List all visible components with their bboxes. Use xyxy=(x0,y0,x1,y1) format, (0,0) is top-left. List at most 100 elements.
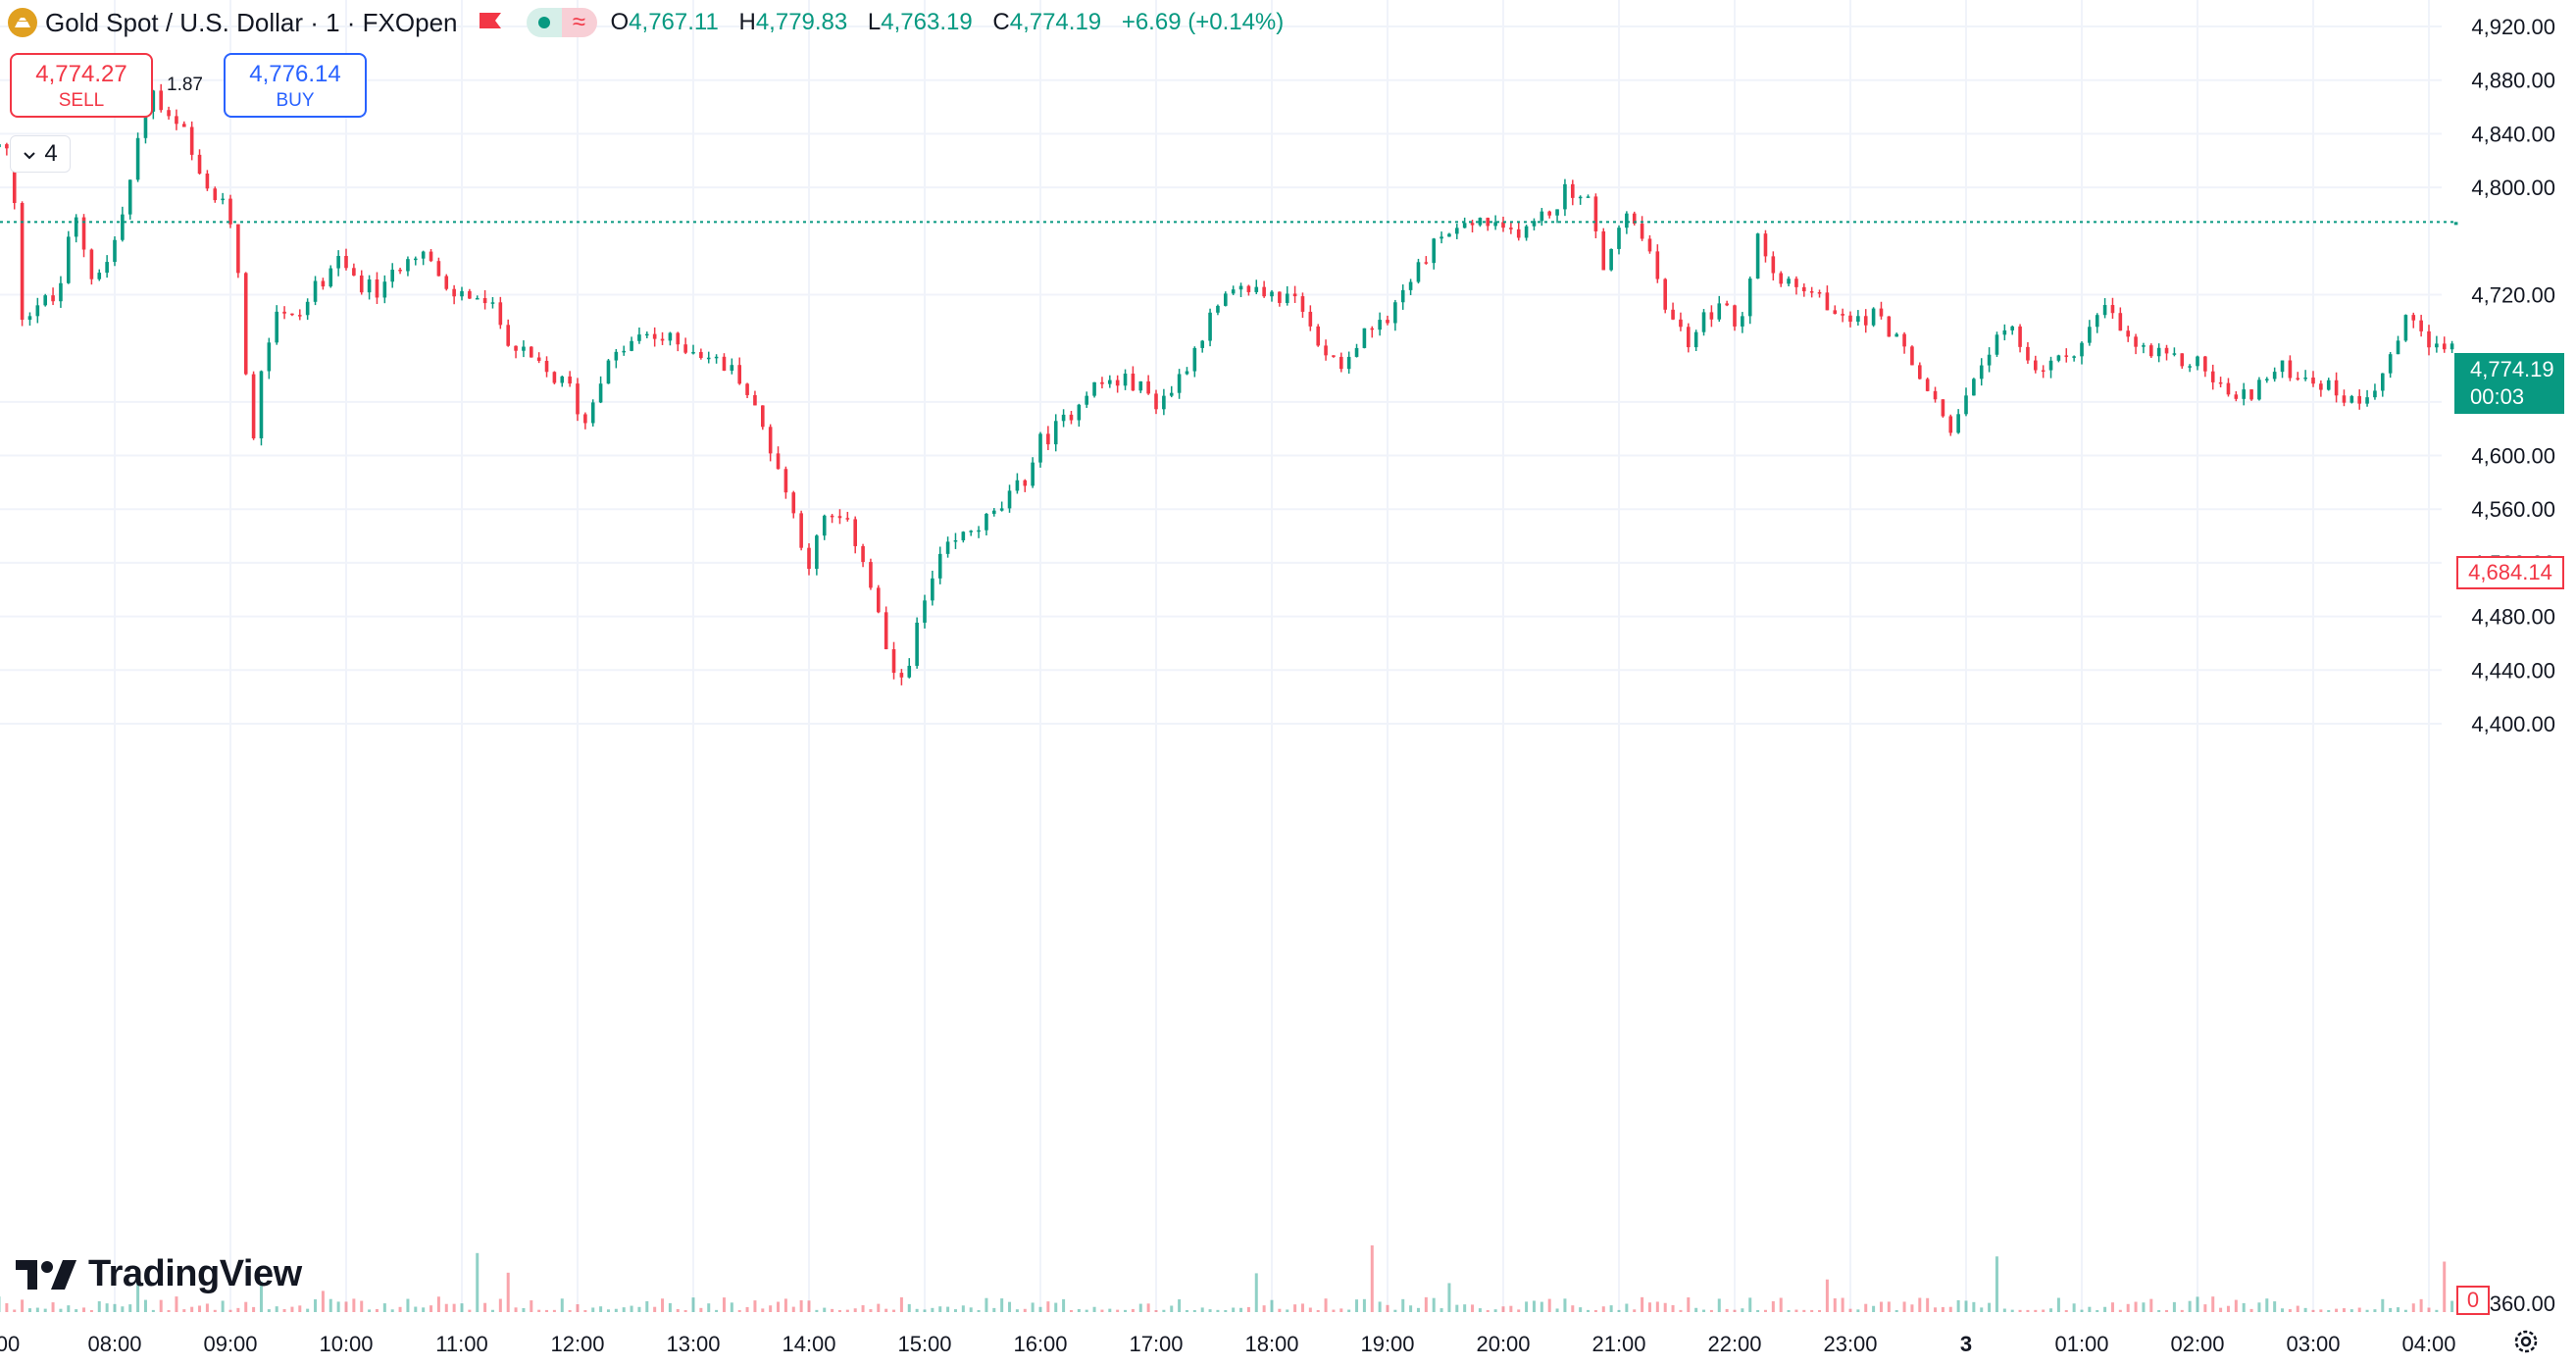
volume-bar xyxy=(1455,1304,1459,1312)
volume-bar xyxy=(375,1308,379,1312)
volume-bar xyxy=(2389,1307,2393,1312)
candle-body xyxy=(1270,291,1274,297)
volume-bar xyxy=(267,1309,271,1312)
candle-body xyxy=(1625,213,1629,228)
volume-bar xyxy=(783,1298,787,1312)
candle-body xyxy=(2326,380,2331,390)
candle-body xyxy=(1447,233,1451,237)
candle-body xyxy=(113,239,117,263)
candle-body xyxy=(1007,490,1012,509)
approx-data-icon[interactable]: ≈ xyxy=(561,8,597,37)
sell-button[interactable]: 4,774.27 SELL xyxy=(10,53,153,118)
candle-body xyxy=(783,469,788,493)
volume-bar xyxy=(476,1252,480,1312)
volume-bar xyxy=(1239,1307,1243,1312)
volume-bar xyxy=(683,1309,687,1312)
candle-body xyxy=(668,332,673,341)
candle-body xyxy=(1300,296,1305,312)
volume-bar xyxy=(1362,1298,1366,1312)
candle-body xyxy=(2249,389,2253,400)
candle-body xyxy=(1571,183,1575,198)
price-tick-label: 4,840.00 xyxy=(2471,122,2555,146)
candle-body xyxy=(1802,286,1806,292)
candle-body xyxy=(2288,360,2293,379)
candle-body xyxy=(1092,381,1096,396)
candle-body xyxy=(1386,320,1389,324)
volume-bar xyxy=(2010,1309,2014,1312)
candle-body xyxy=(645,333,649,336)
volume-bar xyxy=(1625,1303,1629,1312)
tradingview-logo[interactable]: TradingView xyxy=(16,1253,302,1295)
volume-bar xyxy=(167,1309,171,1312)
candle-body xyxy=(382,281,387,298)
buy-label: BUY xyxy=(276,90,315,111)
volume-bar xyxy=(1300,1303,1304,1312)
candle-body xyxy=(490,302,495,304)
volume-bar xyxy=(1794,1309,1798,1312)
candle-body xyxy=(1185,371,1189,375)
candle-body xyxy=(89,249,94,279)
volume-bar xyxy=(1988,1302,1992,1312)
volume-bar xyxy=(676,1308,680,1312)
candle-body xyxy=(1755,233,1760,279)
candle-body xyxy=(606,360,611,384)
volume-bar xyxy=(877,1303,881,1312)
volume-bar xyxy=(2319,1309,2323,1312)
price-tick-label: 4,920.00 xyxy=(2471,15,2555,39)
time-tick-label: 00 xyxy=(0,1332,20,1356)
volume-bar xyxy=(2342,1308,2346,1312)
candle-body xyxy=(869,562,873,588)
candle-body xyxy=(2265,379,2269,380)
tradingview-logo-icon xyxy=(16,1259,76,1290)
indicator-count: 4 xyxy=(44,140,58,167)
volume-bar xyxy=(745,1306,749,1312)
volume-bar xyxy=(1902,1301,1906,1312)
candle-body xyxy=(2349,395,2354,403)
candle-body xyxy=(969,531,973,532)
flag-icon[interactable] xyxy=(478,11,503,34)
candle-body xyxy=(1787,278,1791,284)
volume-bar xyxy=(360,1300,364,1312)
volume-bar xyxy=(483,1302,487,1312)
candle-body xyxy=(923,600,927,623)
volume-bar xyxy=(1609,1305,1613,1312)
volume-bar xyxy=(992,1307,996,1312)
candle-body xyxy=(2134,336,2138,347)
candle-body xyxy=(1478,218,1483,226)
time-tick-label: 12:00 xyxy=(550,1332,604,1356)
candle-body xyxy=(683,344,687,353)
candle-body xyxy=(745,383,749,395)
candle-body xyxy=(498,302,503,326)
volume-bar xyxy=(1347,1309,1351,1312)
candle-body xyxy=(243,273,248,375)
settings-gear-icon[interactable] xyxy=(2510,1326,2542,1357)
candle-body xyxy=(706,357,711,360)
symbol-title[interactable]: Gold Spot / U.S. Dollar · 1 · FXOpen xyxy=(45,7,458,37)
volume-bar xyxy=(298,1305,302,1312)
candle-body xyxy=(899,673,904,678)
candle-body xyxy=(2041,370,2046,373)
volume-bar xyxy=(1563,1298,1567,1312)
volume-bar xyxy=(560,1298,564,1312)
volume-bar xyxy=(97,1300,101,1312)
volume-bar xyxy=(2157,1309,2161,1312)
indicators-toggle-button[interactable]: 4 xyxy=(10,135,71,173)
price-axis[interactable]: 4,920.00 4,880.00 4,840.00 4,800.00 4,720.00… xyxy=(2471,15,2555,1316)
time-axis[interactable]: 00 08:00 09:00 10:00 11:00 12:00 13:00 14:00 15:… xyxy=(0,1332,2456,1356)
volume-bar xyxy=(244,1301,248,1312)
volume-bar xyxy=(707,1303,711,1312)
volume-bar xyxy=(1262,1305,1266,1312)
candle-body xyxy=(2072,356,2076,358)
buy-button[interactable]: 4,776.14 BUY xyxy=(224,53,367,118)
volume-bar xyxy=(2335,1308,2339,1312)
volume-bar xyxy=(1779,1297,1783,1312)
volume-bar xyxy=(1278,1308,1282,1312)
volume-bar xyxy=(1748,1297,1752,1312)
candle-body xyxy=(552,372,557,383)
volume-bar xyxy=(75,1309,78,1312)
time-tick-label: 23:00 xyxy=(1823,1332,1877,1356)
candle-body xyxy=(853,519,857,546)
volume-bar xyxy=(1447,1283,1451,1312)
market-open-icon[interactable] xyxy=(526,8,562,37)
